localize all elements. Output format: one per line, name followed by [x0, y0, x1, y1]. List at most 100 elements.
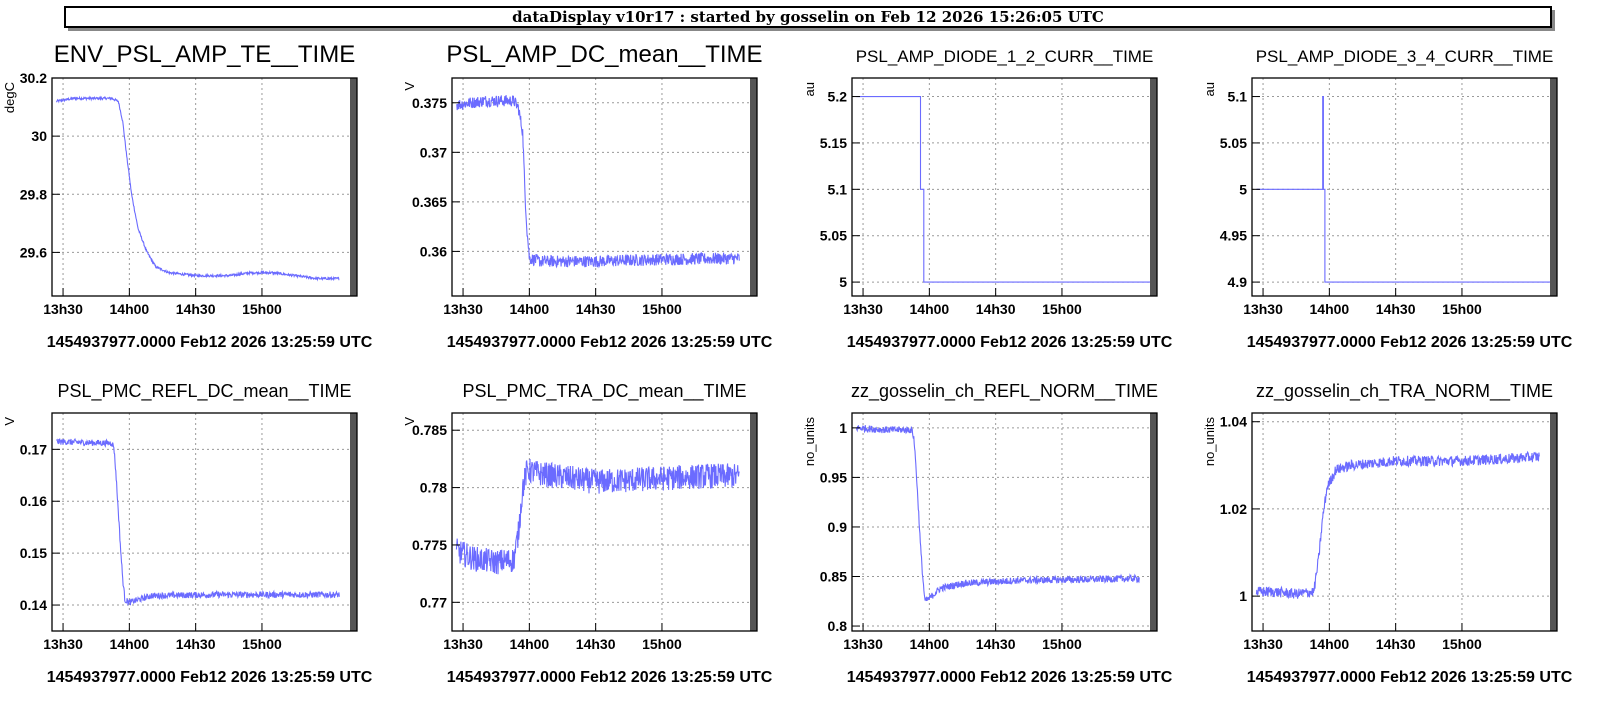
y-tick-label: 0.16: [20, 493, 47, 509]
y-axis-label: no_units: [802, 417, 817, 467]
footer-timestamp: 1454937977.0000 Feb12 2026 13:25:59 UTC: [447, 669, 773, 686]
data-series-line: [1255, 450, 1540, 600]
x-tick-label: 15h00: [1042, 301, 1082, 317]
data-series-line: [855, 425, 1140, 602]
y-tick-label: 0.85: [820, 569, 847, 585]
y-tick-label: 0.78: [420, 480, 447, 496]
chart-title: ENV_PSL_AMP_TE__TIME: [54, 41, 355, 68]
y-axis-label: V: [402, 417, 417, 426]
x-tick-label: 14h30: [176, 301, 216, 317]
y-axis-label: degC: [2, 82, 17, 113]
plot-frame: [851, 412, 1158, 632]
x-tick-label: 14h30: [176, 636, 216, 652]
x-tick-label: 14h00: [1310, 636, 1350, 652]
x-tick-label: 14h30: [1376, 636, 1416, 652]
scroll-edge-band: [750, 78, 757, 296]
plot-frame: [451, 412, 758, 632]
plot-panel: PSL_PMC_TRA_DC_mean__TIME V 0.77 0.775 0.78 0…: [402, 381, 773, 686]
plot-frame: [51, 412, 358, 632]
y-tick-label: 30: [31, 128, 47, 144]
data-series-line: [856, 96, 1151, 283]
y-tick-label: 0.36: [420, 243, 447, 259]
y-tick-label: 5.15: [820, 135, 847, 151]
data-series-line: [456, 95, 740, 269]
y-axis-label: no_units: [1202, 417, 1217, 467]
plot-panel: zz_gosselin_ch_TRA_NORM__TIME no_units 1 1.…: [1202, 381, 1573, 686]
x-tick-label: 13h30: [443, 636, 483, 652]
y-tick-label: 0.785: [412, 422, 447, 438]
y-tick-label: 0.775: [412, 537, 447, 553]
chart-title: PSL_AMP_DIODE_3_4_CURR__TIME: [1256, 47, 1554, 66]
y-tick-label: 4.95: [1220, 228, 1247, 244]
footer-timestamp: 1454937977.0000 Feb12 2026 13:25:59 UTC: [47, 334, 373, 351]
scroll-edge-band: [750, 413, 757, 631]
plot-frame: [1251, 77, 1558, 297]
chart-title: zz_gosselin_ch_REFL_NORM__TIME: [851, 381, 1158, 402]
y-tick-label: 29.8: [20, 186, 47, 202]
plot-frame: [51, 77, 358, 297]
chart-title: PSL_PMC_TRA_DC_mean__TIME: [462, 381, 746, 402]
scroll-edge-band: [350, 78, 357, 296]
y-tick-label: 5.1: [1228, 89, 1248, 105]
y-tick-label: 4.9: [1228, 274, 1248, 290]
y-tick-label: 0.14: [20, 597, 47, 613]
x-tick-label: 15h00: [642, 301, 682, 317]
footer-timestamp: 1454937977.0000 Feb12 2026 13:25:59 UTC: [447, 334, 773, 351]
plot-panel: zz_gosselin_ch_REFL_NORM__TIMEno_units0.…: [802, 381, 1173, 686]
chart-title: PSL_AMP_DIODE_1_2_CURR__TIME: [856, 47, 1154, 66]
y-axis-label: au: [802, 82, 817, 96]
x-tick-label: 15h00: [1042, 636, 1082, 652]
footer-timestamp: 1454937977.0000 Feb12 2026 13:25:59 UTC: [847, 669, 1173, 686]
footer-timestamp: 1454937977.0000 Feb12 2026 13:25:59 UTC: [847, 334, 1173, 351]
scroll-edge-band: [1550, 413, 1557, 631]
y-tick-label: 0.37: [420, 144, 447, 160]
y-tick-label: 1.04: [1220, 414, 1247, 430]
y-tick-label: 5.05: [1220, 135, 1247, 151]
y-tick-label: 0.95: [820, 469, 847, 485]
y-tick-label: 1: [1239, 588, 1247, 604]
y-tick-label: 30.2: [20, 70, 47, 86]
y-tick-label: 0.8: [828, 618, 848, 634]
y-axis-label: V: [402, 82, 417, 91]
data-series-line: [455, 458, 740, 575]
x-tick-label: 14h00: [510, 301, 550, 317]
chart-title: PSL_AMP_DC_mean__TIME: [446, 41, 762, 68]
x-tick-label: 14h00: [1310, 301, 1350, 317]
scroll-edge-band: [1550, 78, 1557, 296]
plot-panel: ENV_PSL_AMP_TE__TIME degC 29.6 29.8 30 30.2 13…: [2, 41, 373, 351]
x-tick-label: 14h00: [510, 636, 550, 652]
x-tick-label: 14h00: [910, 636, 950, 652]
plot-panel: PSL_AMP_DC_mean__TIME V 0.36 0.365 0.37 0.375…: [402, 41, 773, 351]
plot-frame: [851, 77, 1158, 297]
plot-frame: [1251, 412, 1558, 632]
scroll-edge-band: [1150, 413, 1157, 631]
plot-panel: PSL_PMC_REFL_DC_mean__TIME V 0.14 0.15 0.16 0…: [2, 381, 373, 686]
y-axis-label: au: [1202, 82, 1217, 96]
y-tick-label: 0.375: [412, 95, 447, 111]
footer-timestamp: 1454937977.0000 Feb12 2026 13:25:59 UTC: [1247, 669, 1573, 686]
chart-title: PSL_PMC_REFL_DC_mean__TIME: [57, 381, 351, 402]
x-tick-label: 14h30: [576, 636, 616, 652]
footer-timestamp: 1454937977.0000 Feb12 2026 13:25:59 UTC: [47, 669, 373, 686]
x-tick-label: 14h00: [110, 636, 150, 652]
y-tick-label: 29.6: [20, 244, 47, 260]
y-tick-label: 0.9: [828, 519, 848, 535]
x-tick-label: 14h30: [576, 301, 616, 317]
scroll-edge-band: [350, 413, 357, 631]
y-tick-label: 1.02: [1220, 501, 1247, 517]
x-tick-label: 14h30: [976, 301, 1016, 317]
x-tick-label: 13h30: [443, 301, 483, 317]
chart-title: zz_gosselin_ch_TRA_NORM__TIME: [1256, 381, 1553, 402]
x-tick-label: 13h30: [1243, 636, 1283, 652]
x-tick-label: 13h30: [43, 636, 83, 652]
x-tick-label: 15h00: [242, 301, 282, 317]
x-tick-label: 15h00: [242, 636, 282, 652]
x-tick-label: 15h00: [1442, 301, 1482, 317]
y-tick-label: 0.365: [412, 194, 447, 210]
x-tick-label: 14h30: [1376, 301, 1416, 317]
y-tick-label: 0.17: [20, 441, 47, 457]
x-tick-label: 15h00: [1442, 636, 1482, 652]
y-tick-label: 0.77: [420, 594, 447, 610]
